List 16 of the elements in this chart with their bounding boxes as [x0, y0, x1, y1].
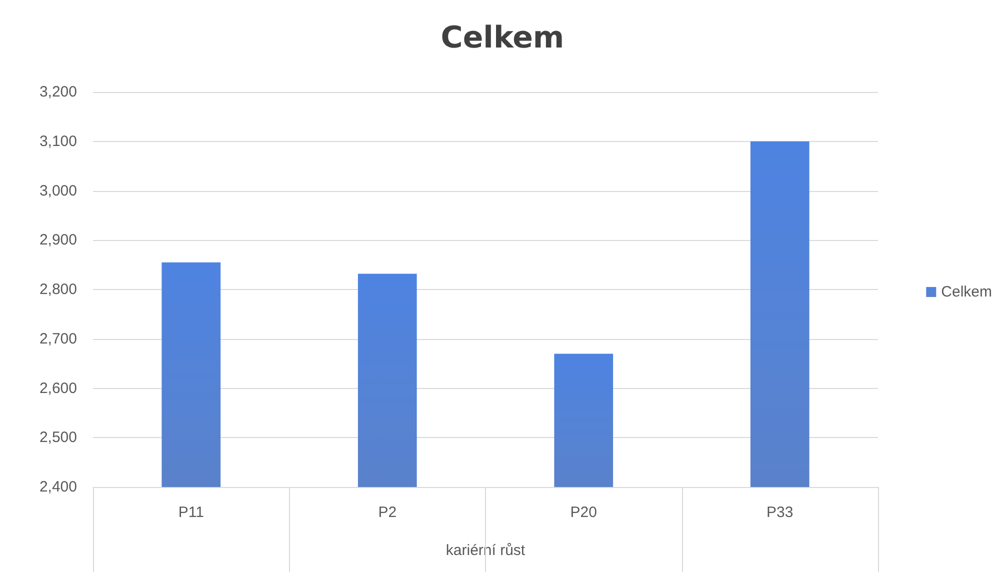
x-tick-label: P33 — [766, 504, 794, 521]
y-tick-label: 2,800 — [39, 281, 77, 298]
y-tick-label: 3,000 — [39, 182, 77, 200]
x-tick-label: P20 — [570, 504, 597, 521]
y-tick-label: 2,700 — [39, 330, 77, 348]
x-tick-label: P11 — [178, 504, 204, 521]
legend-label: Celkem — [941, 284, 992, 300]
y-tick-label: 2,500 — [39, 429, 77, 446]
chart-title: Celkem — [440, 20, 564, 56]
y-tick-label: 2,900 — [39, 232, 77, 249]
y-tick-label: 2,600 — [39, 380, 77, 397]
y-tick-label: 3,200 — [39, 84, 77, 100]
y-tick-label: 3,100 — [39, 132, 77, 150]
x-axis-title: kariérní růst — [446, 542, 526, 559]
y-tick-label: 2,400 — [39, 478, 77, 496]
x-tick-label: P2 — [378, 504, 397, 521]
